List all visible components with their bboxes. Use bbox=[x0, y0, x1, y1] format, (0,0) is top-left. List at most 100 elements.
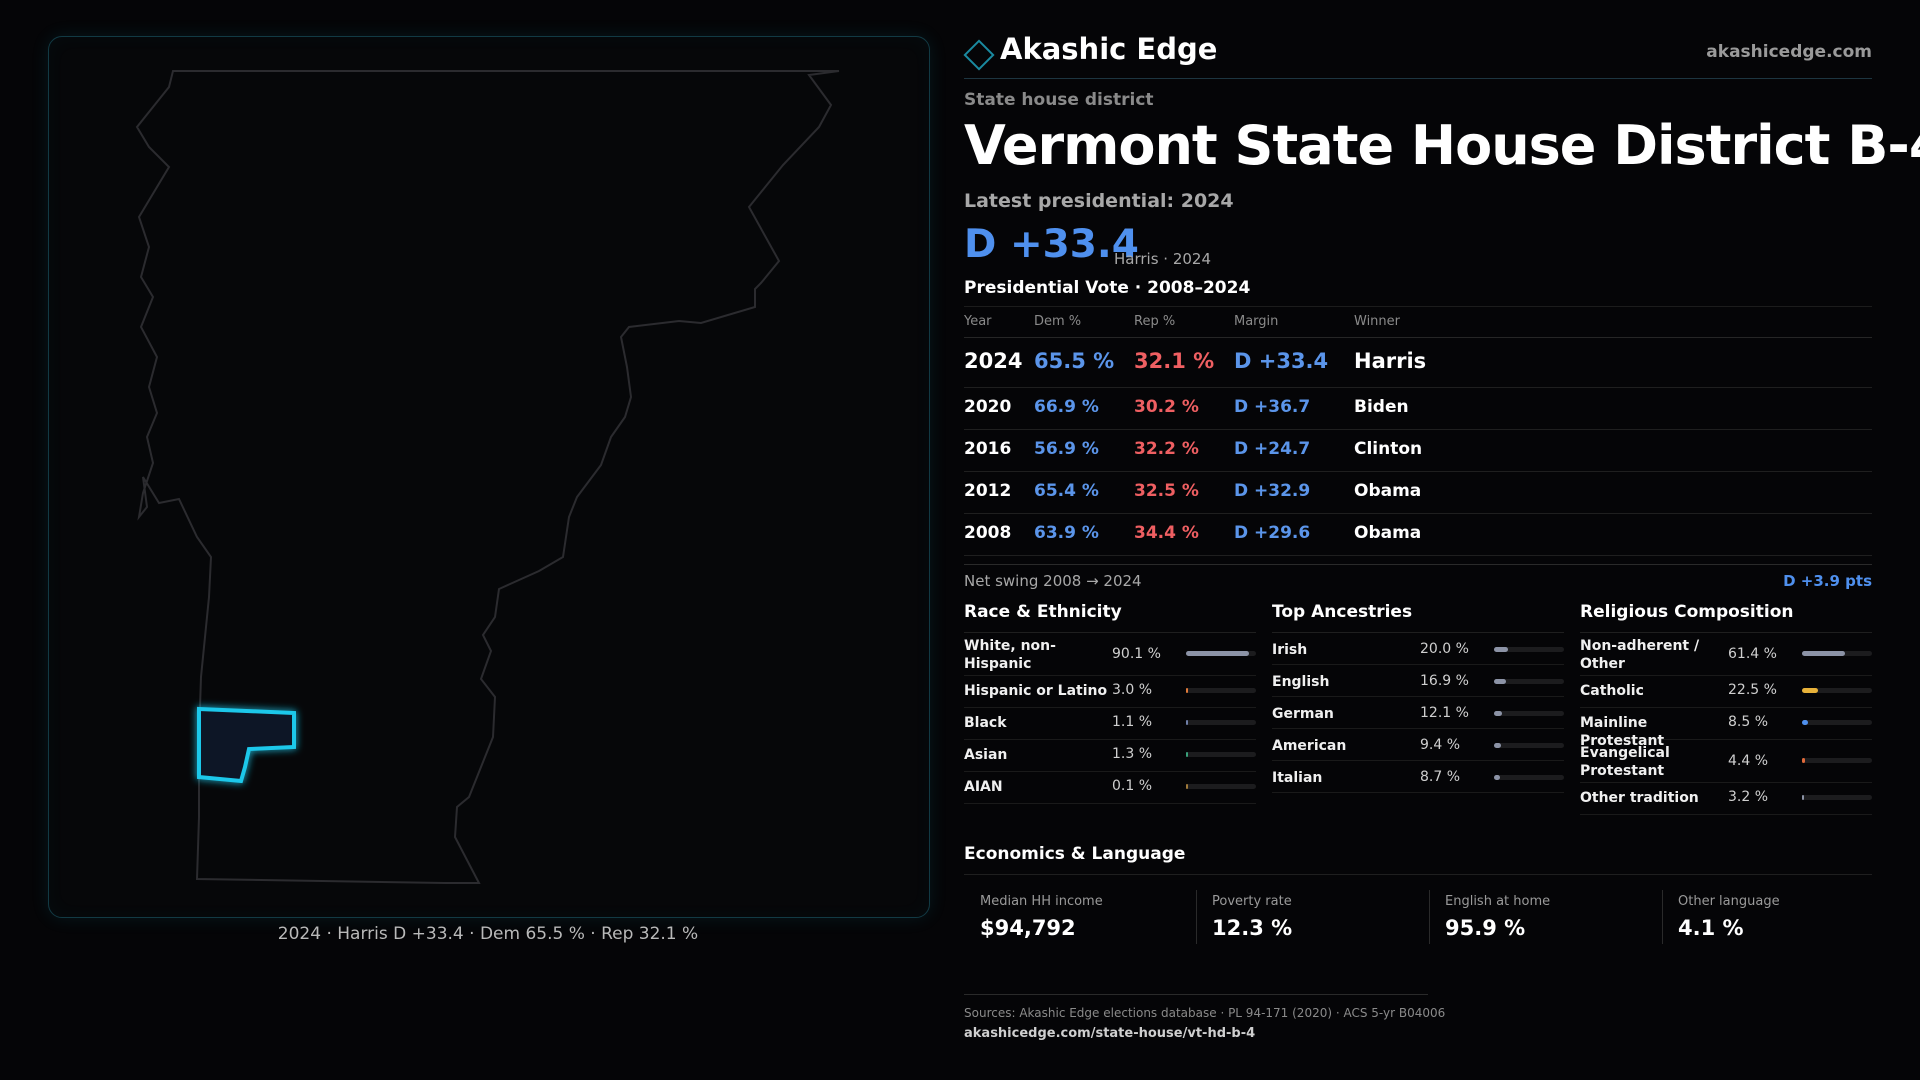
bar-track bbox=[1494, 711, 1564, 716]
bar-row: Non-adherent / Other 61.4 % bbox=[1580, 633, 1872, 676]
bar-value: 61.4 % bbox=[1728, 646, 1777, 662]
diamond-icon bbox=[963, 39, 995, 71]
stat-card: Other language 4.1 % bbox=[1662, 890, 1882, 944]
bar-value: 3.0 % bbox=[1112, 682, 1153, 698]
stat-value: 12.3 % bbox=[1212, 916, 1293, 940]
stat-label: Median HH income bbox=[980, 894, 1103, 909]
headline-sub: Harris · 2024 bbox=[1114, 250, 1212, 268]
cell-rep: 30.2 % bbox=[1134, 397, 1199, 417]
bar-fill bbox=[1802, 651, 1845, 656]
bar-row: English 16.9 % bbox=[1272, 665, 1564, 697]
map-panel[interactable] bbox=[48, 36, 930, 918]
cell-year: 2012 bbox=[964, 481, 1012, 501]
cell-dem: 66.9 % bbox=[1034, 397, 1099, 417]
bar-row: Mainline Protestant 8.5 % bbox=[1580, 708, 1872, 749]
bar-row: Black 1.1 % bbox=[964, 708, 1256, 740]
ancestries-section: Top Ancestries Irish 20.0 % English 16.9… bbox=[1272, 602, 1564, 793]
cell-winner: Clinton bbox=[1354, 439, 1423, 459]
bar-fill bbox=[1186, 651, 1249, 656]
bar-value: 0.1 % bbox=[1112, 778, 1153, 794]
section-title: Race & Ethnicity bbox=[964, 602, 1256, 633]
bar-fill bbox=[1186, 784, 1188, 789]
brand-header: Akashic Edge akashicedge.com bbox=[963, 32, 1872, 79]
cell-dem: 65.4 % bbox=[1034, 481, 1099, 501]
bar-row: Catholic 22.5 % bbox=[1580, 676, 1872, 708]
cell-winner: Harris bbox=[1354, 349, 1427, 373]
bar-label: English bbox=[1272, 674, 1330, 690]
bar-track bbox=[1494, 743, 1564, 748]
map-caption: 2024 · Harris D +33.4 · Dem 65.5 % · Rep… bbox=[277, 924, 699, 944]
cell-rep: 34.4 % bbox=[1134, 523, 1199, 543]
bar-label: Asian bbox=[964, 747, 1008, 763]
bar-row: Italian 8.7 % bbox=[1272, 761, 1564, 793]
race-ethnicity-section: Race & Ethnicity White, non-Hispanic 90.… bbox=[964, 602, 1256, 804]
bar-track bbox=[1802, 758, 1872, 763]
bar-fill bbox=[1186, 688, 1188, 693]
stat-value: $94,792 bbox=[980, 916, 1076, 940]
bar-track bbox=[1186, 688, 1256, 693]
divider bbox=[1196, 890, 1197, 944]
bar-row: Other tradition 3.2 % bbox=[1580, 783, 1872, 815]
bar-value: 16.9 % bbox=[1420, 673, 1469, 689]
stat-value: 4.1 % bbox=[1678, 916, 1744, 940]
stat-card: Median HH income $94,792 bbox=[964, 890, 1184, 944]
bar-fill bbox=[1802, 795, 1804, 800]
col-margin: Margin bbox=[1234, 314, 1279, 329]
religion-section: Religious Composition Non-adherent / Oth… bbox=[1580, 602, 1872, 815]
col-year: Year bbox=[964, 314, 992, 329]
bar-label: Irish bbox=[1272, 642, 1308, 658]
bar-value: 1.3 % bbox=[1112, 746, 1153, 762]
bar-fill bbox=[1494, 679, 1506, 684]
bar-label: AIAN bbox=[964, 779, 1003, 795]
bar-value: 9.4 % bbox=[1420, 737, 1461, 753]
stat-card: English at home 95.9 % bbox=[1429, 890, 1649, 944]
bar-label: German bbox=[1272, 706, 1334, 722]
bar-fill bbox=[1802, 720, 1808, 725]
bar-label: Italian bbox=[1272, 770, 1323, 786]
bar-fill bbox=[1494, 647, 1508, 652]
cell-rep: 32.1 % bbox=[1134, 349, 1215, 373]
bar-row: Hispanic or Latino 3.0 % bbox=[964, 676, 1256, 708]
bar-fill bbox=[1802, 688, 1818, 693]
bar-value: 1.1 % bbox=[1112, 714, 1153, 730]
bar-label: Black bbox=[964, 715, 1007, 731]
cell-year: 2020 bbox=[964, 397, 1012, 417]
divider bbox=[1662, 890, 1663, 944]
sources-text: Sources: Akashic Edge elections database… bbox=[964, 1006, 1446, 1020]
bar-row: Irish 20.0 % bbox=[1272, 633, 1564, 665]
cell-margin: D +24.7 bbox=[1234, 439, 1311, 459]
bar-row: White, non-Hispanic 90.1 % bbox=[964, 633, 1256, 676]
stat-label: Other language bbox=[1678, 894, 1780, 909]
brand-url[interactable]: akashicedge.com bbox=[1706, 42, 1872, 62]
bar-fill bbox=[1494, 775, 1500, 780]
cell-margin: D +36.7 bbox=[1234, 397, 1311, 417]
table-row: 2020 66.9 % 30.2 % D +36.7 Biden bbox=[964, 388, 1872, 430]
stat-value: 95.9 % bbox=[1445, 916, 1526, 940]
divider bbox=[964, 337, 1872, 338]
source-link[interactable]: akashicedge.com/state-house/vt-hd-b-4 bbox=[964, 1026, 1256, 1041]
bar-track bbox=[1494, 775, 1564, 780]
bar-track bbox=[1494, 647, 1564, 652]
state-map[interactable] bbox=[49, 37, 929, 917]
bar-value: 8.5 % bbox=[1728, 714, 1769, 730]
district-highlight[interactable] bbox=[197, 706, 296, 784]
divider bbox=[1429, 890, 1430, 944]
bar-track bbox=[1494, 679, 1564, 684]
bar-value: 4.4 % bbox=[1728, 753, 1769, 769]
cell-rep: 32.5 % bbox=[1134, 481, 1199, 501]
headline-margin: D +33.4 bbox=[964, 222, 1139, 267]
bar-value: 8.7 % bbox=[1420, 769, 1461, 785]
divider bbox=[964, 994, 1428, 995]
stat-label: Poverty rate bbox=[1212, 894, 1292, 909]
cell-year: 2008 bbox=[964, 523, 1012, 543]
section-title: Religious Composition bbox=[1580, 602, 1872, 633]
bar-track bbox=[1186, 651, 1256, 656]
bar-fill bbox=[1494, 711, 1502, 716]
bar-fill bbox=[1186, 752, 1188, 757]
brand-name[interactable]: Akashic Edge bbox=[1000, 32, 1218, 66]
bar-label: Other tradition bbox=[1580, 790, 1699, 806]
bar-row: AIAN 0.1 % bbox=[964, 772, 1256, 804]
table-row: 2008 63.9 % 34.4 % D +29.6 Obama bbox=[964, 514, 1872, 556]
bar-label: American bbox=[1272, 738, 1347, 754]
bar-row: German 12.1 % bbox=[1272, 697, 1564, 729]
